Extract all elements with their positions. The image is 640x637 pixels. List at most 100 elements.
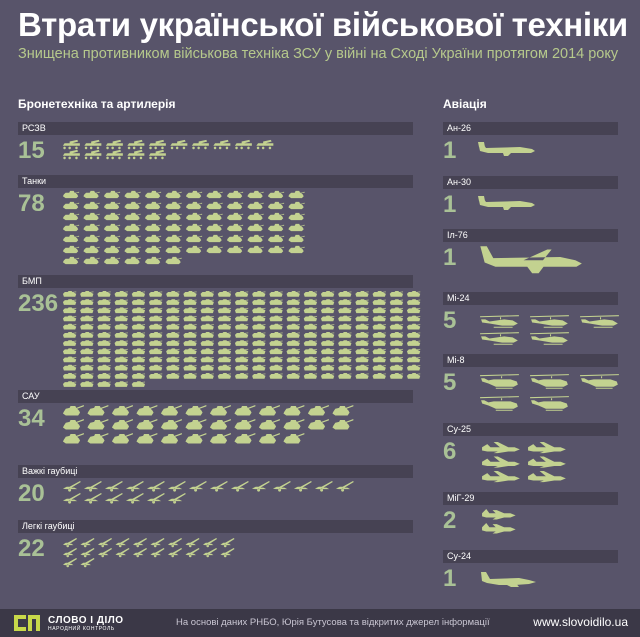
ifv-icon [286,323,300,330]
spg-icon [283,433,305,444]
ifv-icon [286,356,300,363]
spg-icon [136,433,158,444]
tank-icon [83,201,100,210]
ifv-icon [97,323,111,330]
ifv-icon [97,348,111,355]
heavy-howitzer-icon [209,481,228,492]
ifv-icon [166,332,180,338]
ifv-icon [320,332,335,338]
category-label: Мі-24 [447,293,470,303]
category-bar [443,176,618,189]
ifv-icon [355,332,369,338]
ifv-icon [131,315,146,322]
tank-icon [247,234,264,243]
ifv-icon [320,299,335,305]
mlrs-icon [148,149,166,160]
tank-icon [103,234,121,243]
spg-icon [160,405,182,416]
tank-icon [288,190,305,199]
icon-grid [62,405,354,444]
ifv-icon [234,373,249,379]
attack-jet-icon [528,471,566,483]
heavy-howitzer-icon [104,493,123,504]
spg-icon [111,405,133,416]
ifv-icon [114,364,128,371]
ifv-icon [80,381,94,387]
category-bar [443,423,618,436]
light-howitzer-icon [115,538,130,548]
tank-icon [185,223,203,232]
transport-helicopter-icon [480,374,519,389]
ifv-icon [80,299,94,305]
ifv-icon [97,381,111,387]
logo-text: СЛОВО І ДІЛО [48,615,124,626]
ifv-icon [200,291,214,297]
ifv-icon [286,373,300,379]
tank-icon [124,245,141,254]
ifv-icon [234,332,249,338]
logo-subtext: НАРОДНИЙ КОНТРОЛЬ [48,626,115,632]
ifv-icon [217,307,232,314]
ifv-icon [286,315,300,322]
tank-icon [165,234,182,243]
tank-icon [83,190,100,199]
ifv-icon [114,315,128,322]
tank-icon [62,201,80,210]
ifv-icon [166,315,180,322]
heavy-howitzer-icon [125,481,144,492]
ifv-icon [269,332,283,338]
ifv-icon [269,291,283,297]
ifv-icon [269,299,283,305]
light-howitzer-icon [62,538,78,548]
icon-grid [62,139,274,160]
ifv-icon [406,299,421,305]
ifv-icon [234,323,249,330]
ifv-icon [252,323,266,330]
mlrs-icon [62,149,80,160]
light-howitzer-icon [132,548,148,558]
transport-helicopter-icon [480,396,519,411]
spg-icon [185,405,207,416]
ifv-icon [320,356,335,363]
category-count: 15 [18,137,45,164]
light-howitzer-icon [80,538,95,548]
spg-icon [111,433,133,444]
tank-icon [165,223,182,232]
spg-icon [185,433,207,444]
ifv-icon [286,340,300,346]
tank-icon [226,190,244,199]
ifv-icon [148,299,163,305]
spg-icon [234,433,256,444]
tank-icon [226,245,244,254]
ifv-icon [80,291,94,297]
bomber-jet-icon [481,572,536,587]
category-count: 1 [443,191,457,218]
ifv-icon [234,307,249,314]
ifv-icon [406,373,421,379]
spg-icon [234,419,256,430]
tank-icon [165,212,182,221]
ifv-icon [80,332,94,338]
tank-icon [62,212,80,221]
ifv-icon [303,364,318,371]
category-label: Су-24 [447,551,472,561]
ifv-icon [234,340,249,346]
category-bar [18,520,413,533]
ifv-icon [114,356,128,363]
tank-icon [185,234,203,243]
spg-icon [209,433,231,444]
ifv-icon [217,340,232,346]
tank-icon [62,256,80,265]
tank-icon [226,234,244,243]
ifv-icon [320,315,335,322]
light-howitzer-icon [115,548,130,558]
spg-icon [136,419,158,430]
tank-icon [247,201,264,210]
tank-icon [206,212,223,221]
ifv-icon [406,356,421,363]
logo-icon [14,615,40,631]
heavy-howitzer-icon [335,481,354,492]
website-link[interactable]: www.slovoidilo.ua [533,615,628,629]
ifv-icon [183,373,197,379]
category-count: 34 [18,405,45,432]
